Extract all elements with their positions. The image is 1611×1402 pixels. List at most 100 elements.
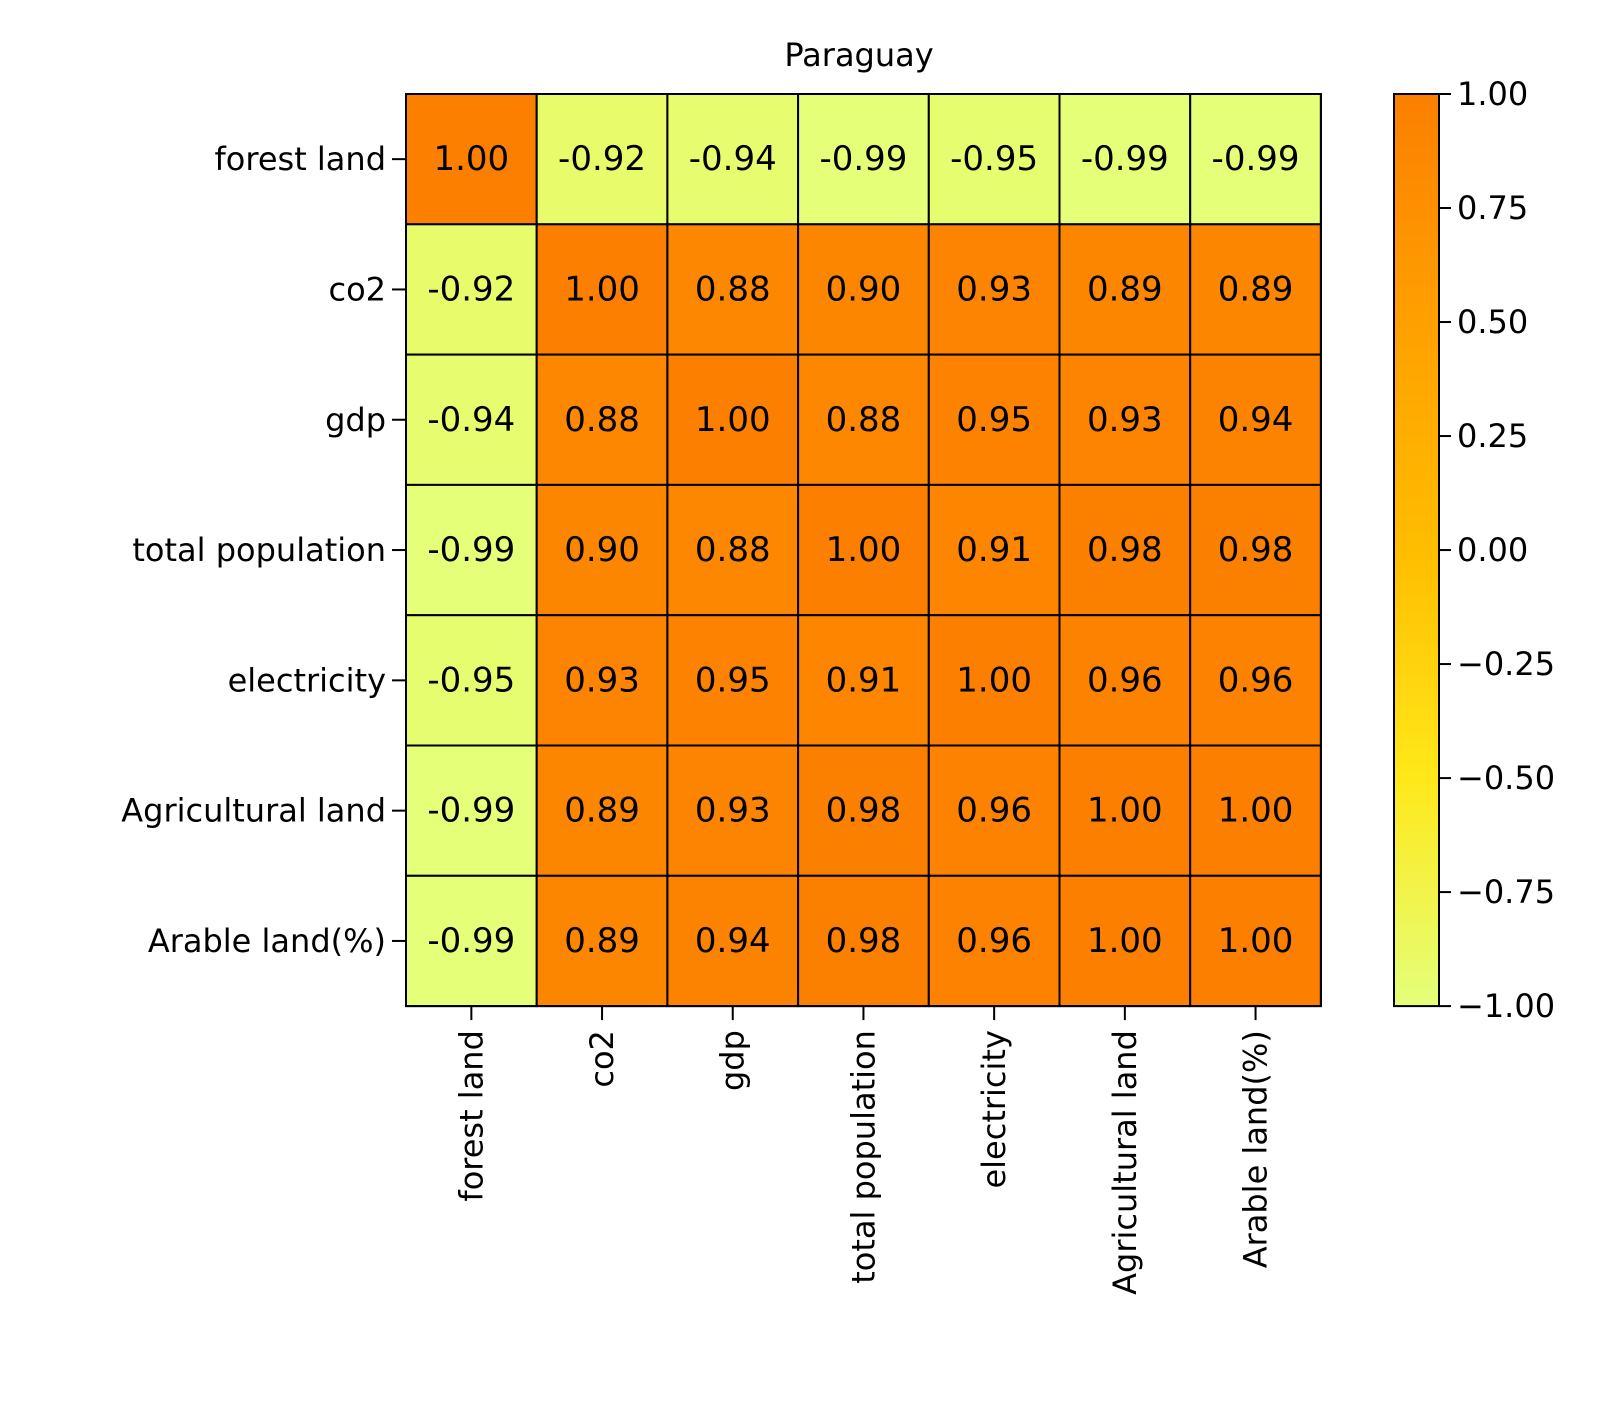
heatmap-cell: [535, 483, 669, 617]
cell-value-label: -0.99: [1081, 139, 1169, 179]
cell-value-label: 0.94: [695, 921, 771, 961]
cell-value-label: 1.00: [1218, 921, 1294, 961]
heatmap-cell: [797, 874, 930, 1008]
chart-title: Paraguay: [784, 36, 933, 74]
cell-value-label: 0.93: [1087, 400, 1163, 440]
heatmap-cell: [1189, 483, 1322, 617]
cell-value-label: 0.90: [564, 530, 640, 570]
heatmap-cell: [797, 353, 930, 486]
cell-value-label: 1.00: [695, 400, 771, 440]
cell-value-label: 1.00: [564, 269, 640, 309]
x-tick-label: total population: [844, 1030, 882, 1284]
heatmap-cell-labels: 1.00 -0.92 -0.94 -0.99 -0.95 -0.99 -0.99 -0.92 1…: [427, 139, 1299, 961]
cell-value-label: -0.92: [558, 139, 646, 179]
heatmap-cell: [797, 744, 930, 877]
x-tick-label: Arable land(%): [1237, 1030, 1275, 1268]
colorbar-tick-label: 0.00: [1457, 531, 1528, 569]
cell-value-label: -0.99: [427, 791, 515, 831]
cell-value-label: 0.93: [564, 660, 640, 700]
x-tick-label: forest land: [452, 1030, 490, 1201]
cell-value-label: 0.98: [826, 791, 902, 831]
y-tick-label: forest land: [215, 140, 386, 178]
heatmap-cell: [535, 353, 669, 486]
heatmap-cell: [405, 744, 538, 877]
cell-value-label: -0.94: [427, 400, 515, 440]
cell-value-label: 0.93: [695, 791, 771, 831]
heatmap-cell: [1058, 874, 1192, 1008]
cell-value-label: 1.00: [433, 139, 509, 179]
heatmap-cell: [927, 223, 1061, 356]
cell-value-label: -0.95: [427, 660, 515, 700]
heatmap-cell: [535, 744, 669, 877]
heatmap-cell: [1058, 353, 1192, 486]
colorbar-tick-label: −0.50: [1457, 759, 1555, 797]
cell-value-label: 0.91: [826, 660, 902, 700]
cell-value-label: 0.88: [564, 400, 640, 440]
cell-value-label: 0.95: [695, 660, 771, 700]
cell-value-label: 0.96: [956, 921, 1032, 961]
heatmap-cell: [927, 744, 1061, 877]
cell-value-label: 0.98: [1087, 530, 1163, 570]
cell-value-label: 0.89: [564, 921, 640, 961]
heatmap-cell: [405, 483, 538, 617]
cell-value-label: 0.96: [1218, 660, 1294, 700]
cell-value-label: 1.00: [1087, 791, 1163, 831]
cell-value-label: -0.95: [950, 139, 1038, 179]
heatmap-cell: [927, 353, 1061, 486]
heatmap-cell: [797, 483, 930, 617]
colorbar-tick-label: −1.00: [1457, 987, 1555, 1025]
heatmap-cell: [405, 93, 538, 226]
heatmap-cell: [666, 744, 800, 877]
heatmap-cell: [1189, 874, 1322, 1008]
cell-value-label: 0.88: [826, 400, 902, 440]
colorbar-tick-label: −0.75: [1457, 873, 1555, 911]
cell-value-label: 0.95: [956, 400, 1032, 440]
y-tick-label: electricity: [228, 661, 386, 699]
y-tick-label: gdp: [325, 401, 386, 439]
cell-value-label: 1.00: [956, 660, 1032, 700]
x-tick-label: gdp: [714, 1030, 752, 1091]
heatmap-cell: [666, 874, 800, 1008]
cell-value-label: 0.88: [695, 530, 771, 570]
x-tick-label: electricity: [975, 1030, 1013, 1188]
cell-value-label: -0.99: [427, 921, 515, 961]
x-tick-label: Agricultural land: [1106, 1030, 1144, 1295]
cell-value-label: 0.94: [1218, 400, 1294, 440]
heatmap-cell: [666, 353, 800, 486]
heatmap-cell: [1189, 353, 1322, 486]
colorbar-tick-label: 1.00: [1457, 75, 1528, 113]
cell-value-label: 1.00: [1087, 921, 1163, 961]
heatmap-cell: [1189, 744, 1322, 877]
y-axis: forest land co2 gdp total population electri…: [121, 140, 406, 960]
heatmap-cell: [405, 874, 538, 1008]
cell-value-label: -0.99: [1212, 139, 1300, 179]
cell-value-label: 0.88: [695, 269, 771, 309]
cell-value-label: 0.89: [1087, 269, 1163, 309]
y-tick-label: total population: [132, 531, 386, 569]
heatmap-cell: [1189, 223, 1322, 356]
colorbar-gradient: [1393, 93, 1440, 1008]
colorbar-tick-label: 0.75: [1457, 189, 1528, 227]
heatmap-cell: [927, 874, 1061, 1008]
cell-value-label: -0.94: [689, 139, 777, 179]
cell-value-label: -0.92: [427, 269, 515, 309]
colorbar: 1.00 0.75 0.50 0.25 0.00 −0.25 −0.50 −0.75 −1.00: [1393, 75, 1555, 1025]
cell-value-label: 1.00: [826, 530, 902, 570]
heatmap-cell: [535, 93, 669, 226]
cell-value-label: 0.96: [956, 791, 1032, 831]
y-tick-label: Arable land(%): [148, 922, 386, 960]
heatmap-cell: [797, 93, 930, 226]
cell-value-label: 0.89: [564, 791, 640, 831]
colorbar-tick-label: 0.25: [1457, 417, 1528, 455]
heatmap-cell: [1058, 93, 1192, 226]
colorbar-tick-label: −0.25: [1457, 645, 1555, 683]
cell-value-label: 0.98: [826, 921, 902, 961]
cell-value-label: 0.90: [826, 269, 902, 309]
x-tick-label: co2: [583, 1030, 621, 1088]
cell-value-label: -0.99: [819, 139, 907, 179]
cell-value-label: 0.93: [956, 269, 1032, 309]
colorbar-tick-label: 0.50: [1457, 303, 1528, 341]
heatmap-cell: [1058, 483, 1192, 617]
y-tick-label: Agricultural land: [121, 792, 386, 830]
